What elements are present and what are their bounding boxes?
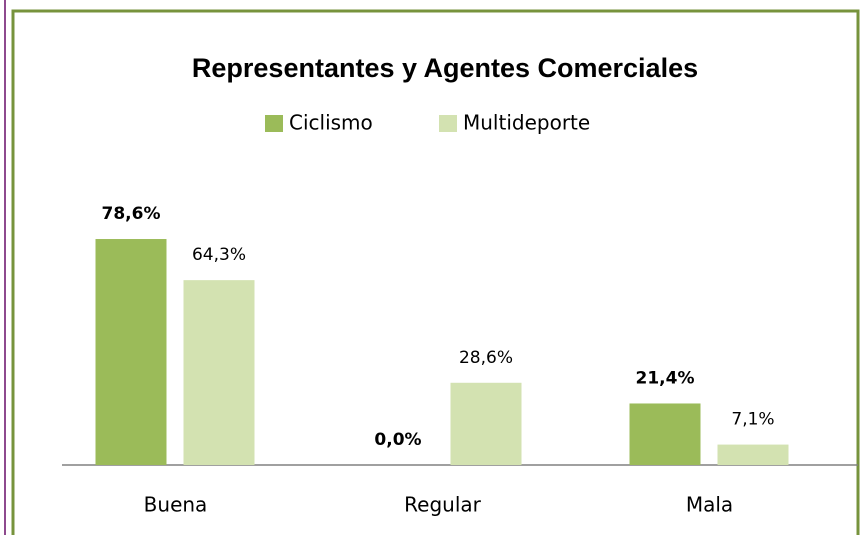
x-tick-label: Mala [686, 493, 733, 517]
bar [717, 444, 789, 465]
data-label: 28,6% [459, 348, 513, 368]
chart-title: Representantes y Agentes Comerciales [192, 53, 698, 83]
legend-label: Multideporte [463, 111, 590, 135]
data-label: 21,4% [636, 368, 695, 388]
legend-label: Ciclismo [289, 111, 373, 135]
x-tick-label: Buena [144, 493, 208, 517]
data-label: 78,6% [102, 204, 161, 224]
bar [450, 382, 522, 465]
data-label: 64,3% [192, 245, 246, 265]
data-label: 0,0% [374, 430, 421, 450]
data-label: 7,1% [731, 410, 774, 430]
bar [629, 403, 701, 465]
bar [95, 239, 167, 465]
legend-swatch [265, 115, 283, 132]
legend-swatch [439, 115, 457, 132]
bar [183, 280, 255, 465]
x-tick-label: Regular [404, 493, 481, 517]
